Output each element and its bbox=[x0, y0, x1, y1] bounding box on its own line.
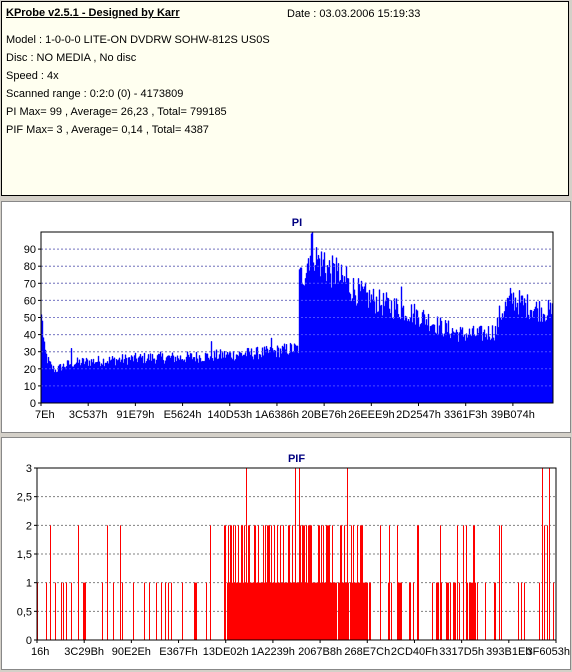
pi-ytick-label: 50 bbox=[24, 313, 36, 325]
pi-xtick-label: 1A6386h bbox=[255, 409, 299, 421]
pi-ytick-label: 0 bbox=[30, 398, 36, 410]
pi-chart: PI 0 10 20 30 40 50 60 70 80 90 7Eh 3C537h 91E79h E562… bbox=[24, 217, 554, 421]
scan-date: Date : 03.03.2006 15:19:33 bbox=[287, 8, 421, 20]
pif-xtick-label: 90E2Eh bbox=[112, 646, 151, 658]
pif-ytick-label: 2 bbox=[26, 520, 32, 532]
pi-xtick-label: 140D53h bbox=[207, 409, 252, 421]
pi-xtick-label: 20BE76h bbox=[302, 409, 347, 421]
pi-xtick-label: 91E79h bbox=[116, 409, 154, 421]
app-title: KProbe v2.5.1 - Designed by Karr bbox=[6, 7, 180, 19]
pif-ytick-label: 0 bbox=[26, 635, 32, 647]
pif-xtick-label: 3317D5h bbox=[439, 646, 484, 658]
pi-xtick-label: 39B074h bbox=[491, 409, 535, 421]
pi-xtick-label: 3C537h bbox=[69, 409, 108, 421]
pif-stats-line: PIF Max= 3 , Average= 0,14 , Total= 4387 bbox=[6, 124, 209, 136]
pif-ytick-label: 0,5 bbox=[17, 606, 32, 618]
range-line: Scanned range : 0:2:0 (0) - 4173809 bbox=[6, 88, 184, 100]
pi-ytick-label: 70 bbox=[24, 278, 36, 290]
pif-xtick-label: 2CD40Fh bbox=[391, 646, 438, 658]
pif-xtick-label: 1A2239h bbox=[251, 646, 295, 658]
pif-plot-border bbox=[36, 467, 557, 641]
pi-plot-border bbox=[40, 231, 554, 404]
pi-xtick-label: 3361F3h bbox=[444, 409, 487, 421]
pif-xtick-label: 16h bbox=[31, 646, 49, 658]
speed-line: Speed : 4x bbox=[6, 70, 59, 82]
pif-ytick-label: 2,5 bbox=[17, 492, 32, 504]
pi-ytick-label: 20 bbox=[24, 364, 36, 376]
pi-ytick-label: 90 bbox=[24, 244, 36, 256]
pi-ytick-label: 40 bbox=[24, 330, 36, 342]
pi-ytick-label: 80 bbox=[24, 261, 36, 273]
pi-series bbox=[40, 231, 554, 404]
pif-ytick-label: 1 bbox=[26, 578, 32, 590]
pi-xtick-label: 2D2547h bbox=[396, 409, 441, 421]
pif-xtick-label: 3C29Bh bbox=[64, 646, 104, 658]
pif-series bbox=[37, 468, 554, 640]
pi-xtick-label: 26EEE9h bbox=[348, 409, 394, 421]
pif-xtick-label: 393B1Eh bbox=[486, 646, 531, 658]
pi-chart-title: PI bbox=[292, 217, 302, 229]
pi-stats-line: PI Max= 99 , Average= 26,23 , Total= 799… bbox=[6, 106, 227, 118]
pif-xtick-label: 2067B8h bbox=[298, 646, 342, 658]
pi-ytick-label: 60 bbox=[24, 295, 36, 307]
pi-chart-panel: PI 0 10 20 30 40 50 60 70 80 90 7Eh 3C537h 91E79h E562… bbox=[1, 201, 571, 433]
pi-area-mark bbox=[40, 231, 554, 404]
pif-ytick-label: 1,5 bbox=[17, 549, 32, 561]
pif-chart: PIF 0 0,5 1 1,5 2 2,5 3 16h 3C29Bh 90E2Eh E367Fh 13D… bbox=[17, 453, 570, 658]
pif-xtick-label: E367Fh bbox=[159, 646, 198, 658]
pi-xtick-label: E5624h bbox=[164, 409, 202, 421]
pif-chart-panel: PIF 0 0,5 1 1,5 2 2,5 3 16h 3C29Bh 90E2Eh E367Fh 13D… bbox=[1, 437, 571, 670]
disc-line: Disc : NO MEDIA , No disc bbox=[6, 52, 137, 64]
pi-ytick-label: 10 bbox=[24, 381, 36, 393]
info-panel: KProbe v2.5.1 - Designed by Karr Date : … bbox=[1, 1, 569, 196]
pi-ytick-label: 30 bbox=[24, 347, 36, 359]
pif-xtick-label: 13DE02h bbox=[203, 646, 249, 658]
pi-xtick-label: 7Eh bbox=[35, 409, 55, 421]
pif-xtick-label: 268E7Ch bbox=[344, 646, 390, 658]
model-line: Model : 1-0-0-0 LITE-ON DVDRW SOHW-812S … bbox=[6, 34, 270, 46]
pif-chart-title: PIF bbox=[288, 453, 305, 465]
pif-xtick-label: 3F6053h bbox=[527, 646, 570, 658]
pif-ytick-label: 3 bbox=[26, 463, 32, 475]
